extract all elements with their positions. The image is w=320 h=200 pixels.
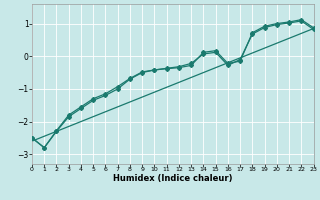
X-axis label: Humidex (Indice chaleur): Humidex (Indice chaleur) xyxy=(113,174,233,183)
